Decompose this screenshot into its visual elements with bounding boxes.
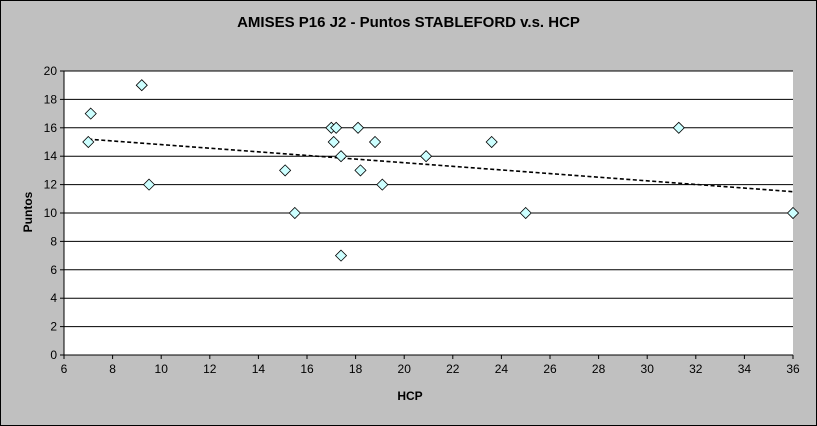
x-tick-label: 6 (61, 362, 68, 376)
data-point (672, 121, 685, 134)
data-point (354, 164, 367, 177)
y-tick-label: 8 (50, 234, 57, 248)
x-tick-label: 34 (738, 362, 752, 376)
x-tick-label: 10 (155, 362, 169, 376)
data-point (519, 206, 532, 220)
trendline (88, 138, 794, 193)
data-point (279, 164, 292, 177)
x-tick-label: 14 (252, 362, 266, 376)
x-tick-label: 28 (592, 362, 606, 376)
y-tick-label: 2 (50, 320, 57, 334)
x-tick-label: 12 (203, 362, 217, 376)
x-tick-label: 36 (786, 362, 800, 376)
data-point (84, 107, 97, 120)
data-point (786, 206, 800, 220)
data-point (376, 178, 389, 191)
data-point (420, 150, 433, 163)
y-tick-label: 14 (44, 149, 58, 163)
data-point (351, 121, 365, 134)
data-point (327, 135, 340, 149)
data-point (330, 121, 343, 134)
y-axis-label: Puntos (21, 191, 35, 233)
data-point (82, 135, 95, 149)
data-point (334, 249, 348, 262)
x-axis-label: HCP (397, 389, 423, 403)
data-point (485, 135, 498, 149)
y-tick-label: 12 (44, 178, 58, 192)
x-tick-label: 20 (398, 362, 412, 376)
y-tick-label: 16 (44, 121, 58, 135)
x-tick-label: 22 (446, 362, 460, 376)
y-tick-label: 18 (44, 92, 58, 106)
data-point (135, 79, 148, 92)
y-tick-label: 4 (50, 291, 57, 305)
y-tick-label: 6 (50, 263, 57, 277)
data-point (334, 150, 348, 163)
y-tick-label: 10 (44, 206, 58, 220)
y-tick-label: 20 (44, 64, 58, 78)
data-point (142, 178, 156, 191)
data-point (288, 206, 301, 220)
x-tick-label: 16 (300, 362, 314, 376)
x-tick-label: 26 (543, 362, 557, 376)
x-tick-label: 24 (495, 362, 509, 376)
chart-title: AMISES P16 J2 - Puntos STABLEFORD v.s. H… (237, 14, 580, 31)
x-tick-label: 32 (689, 362, 703, 376)
data-point (368, 135, 382, 149)
x-tick-label: 30 (641, 362, 655, 376)
x-tick-label: 8 (109, 362, 116, 376)
x-tick-label: 18 (349, 362, 363, 376)
y-tick-label: 0 (50, 348, 57, 362)
